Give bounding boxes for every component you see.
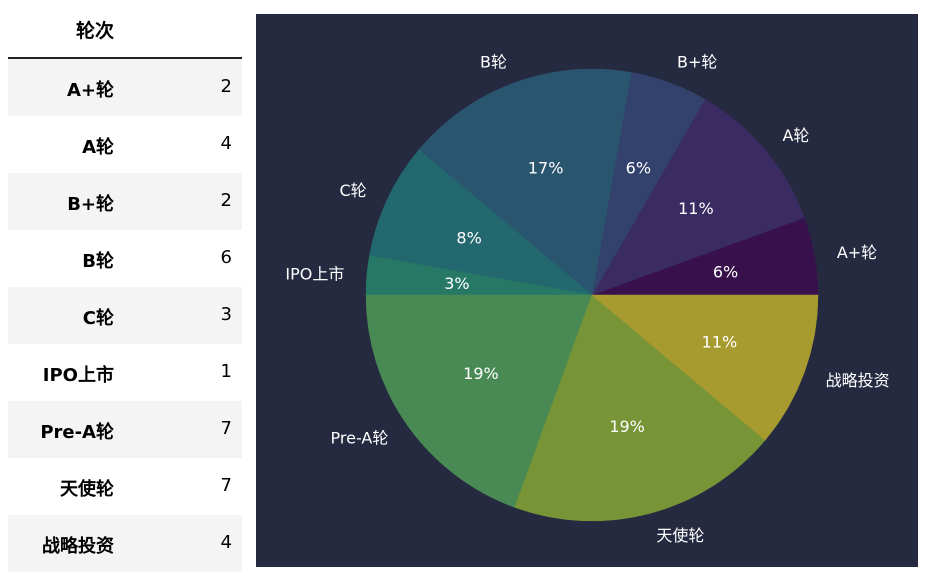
pie-percent-label: 19%: [609, 417, 645, 436]
table-row: B+轮 2: [8, 173, 242, 230]
table-row: IPO上市 1: [8, 344, 242, 401]
pie-slice: [591, 98, 805, 296]
pie-chart-panel: 6% A+轮 11% A轮 6% B+轮 17% B轮 8% C轮 3% IPO上市 19% Pre-A轮…: [256, 14, 918, 567]
pie-percent-label: 11%: [678, 199, 714, 218]
table-row: A+轮 2: [8, 59, 242, 116]
pie-category-label: B+轮: [677, 52, 717, 71]
pie-category-label: 战略投资: [826, 371, 890, 390]
table-header: 轮次: [8, 0, 242, 59]
row-value: 4: [220, 133, 232, 154]
row-value: 7: [220, 475, 232, 496]
pie-category-label: A+轮: [837, 243, 877, 262]
row-value: 6: [220, 247, 232, 268]
row-value: 3: [220, 304, 232, 325]
pie-slice: [365, 294, 593, 508]
pie-percent-label: 6%: [626, 159, 651, 178]
pie-category-label: IPO上市: [285, 264, 344, 283]
pie-category-label: 天使轮: [656, 526, 704, 545]
table-row: A轮 4: [8, 116, 242, 173]
row-value: 4: [220, 532, 232, 553]
row-label: A+轮: [66, 80, 114, 101]
table-row: 战略投资 4: [8, 515, 242, 572]
table-header-label: 轮次: [75, 20, 114, 42]
pie-category-label: B轮: [480, 52, 507, 71]
row-label: IPO上市: [42, 365, 114, 386]
pie-slice: [418, 68, 632, 296]
pie-category-label: A轮: [782, 126, 809, 145]
row-value: 1: [220, 361, 232, 382]
pie-slice: [514, 294, 766, 522]
row-label: A轮: [82, 137, 114, 158]
table-row: Pre-A轮 7: [8, 401, 242, 458]
pie-category-label: C轮: [340, 181, 367, 200]
data-table: 轮次 A+轮 2 A轮 4 B+轮 2 B轮 6 C轮 3 IPO上市 1 Pr…: [0, 0, 242, 578]
pie-category-label: Pre-A轮: [331, 429, 389, 448]
pie-chart: 6% A+轮 11% A轮 6% B+轮 17% B轮 8% C轮 3% IPO上市 19% Pre-A轮…: [285, 52, 890, 545]
row-label: B+轮: [67, 194, 114, 215]
pie-percent-label: 17%: [528, 159, 564, 178]
pie-percent-label: 8%: [456, 229, 481, 248]
row-label: 天使轮: [60, 479, 114, 500]
row-label: B轮: [82, 251, 114, 272]
row-value: 2: [220, 76, 232, 97]
row-label: C轮: [82, 308, 114, 329]
pie-percent-label: 19%: [463, 364, 499, 383]
row-value: 2: [220, 190, 232, 211]
pie-percent-label: 3%: [444, 274, 469, 293]
row-label: Pre-A轮: [40, 422, 114, 443]
table-row: B轮 6: [8, 230, 242, 287]
pie-slice: [369, 149, 593, 296]
table-row: 天使轮 7: [8, 458, 242, 515]
pie-percent-label: 11%: [702, 332, 738, 351]
row-label: 战略投资: [42, 536, 114, 557]
table-row: C轮 3: [8, 287, 242, 344]
row-value: 7: [220, 418, 232, 439]
pie-percent-label: 6%: [713, 262, 738, 281]
pie-slice: [591, 294, 819, 441]
